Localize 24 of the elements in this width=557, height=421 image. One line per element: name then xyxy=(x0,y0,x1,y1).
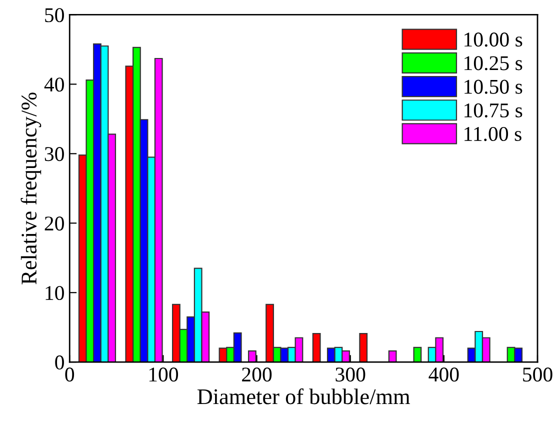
x-tick-label: 100 xyxy=(149,368,178,382)
x-tick-label: 500 xyxy=(523,368,552,382)
legend-label: 10.75 s xyxy=(464,103,522,118)
bar xyxy=(248,350,256,362)
bar xyxy=(312,333,321,362)
y-tick-label: 10 xyxy=(46,286,64,300)
bar xyxy=(359,333,368,362)
x-axis-title: Diameter of bubble/mm xyxy=(197,388,410,404)
legend-label: 10.00 s xyxy=(464,32,522,47)
y-axis-title: Relative frequency/% xyxy=(20,92,42,284)
bar xyxy=(388,350,397,362)
bar xyxy=(413,346,422,362)
legend-label: 11.00 s xyxy=(464,126,522,142)
legend-label: 10.50 s xyxy=(464,80,522,94)
x-tick-label: 400 xyxy=(428,368,459,382)
x-tick-label: 0 xyxy=(65,368,74,382)
x-tick-label: 200 xyxy=(242,368,272,382)
x-tick-label: 300 xyxy=(336,368,366,382)
y-tick-label: 30 xyxy=(44,147,64,162)
y-tick-label: 50 xyxy=(45,8,64,22)
y-tick-label: 40 xyxy=(44,78,64,92)
y-tick-label: 0 xyxy=(55,355,64,370)
legend-label: 10.25 s xyxy=(464,56,522,70)
y-tick-label: 20 xyxy=(44,216,64,231)
